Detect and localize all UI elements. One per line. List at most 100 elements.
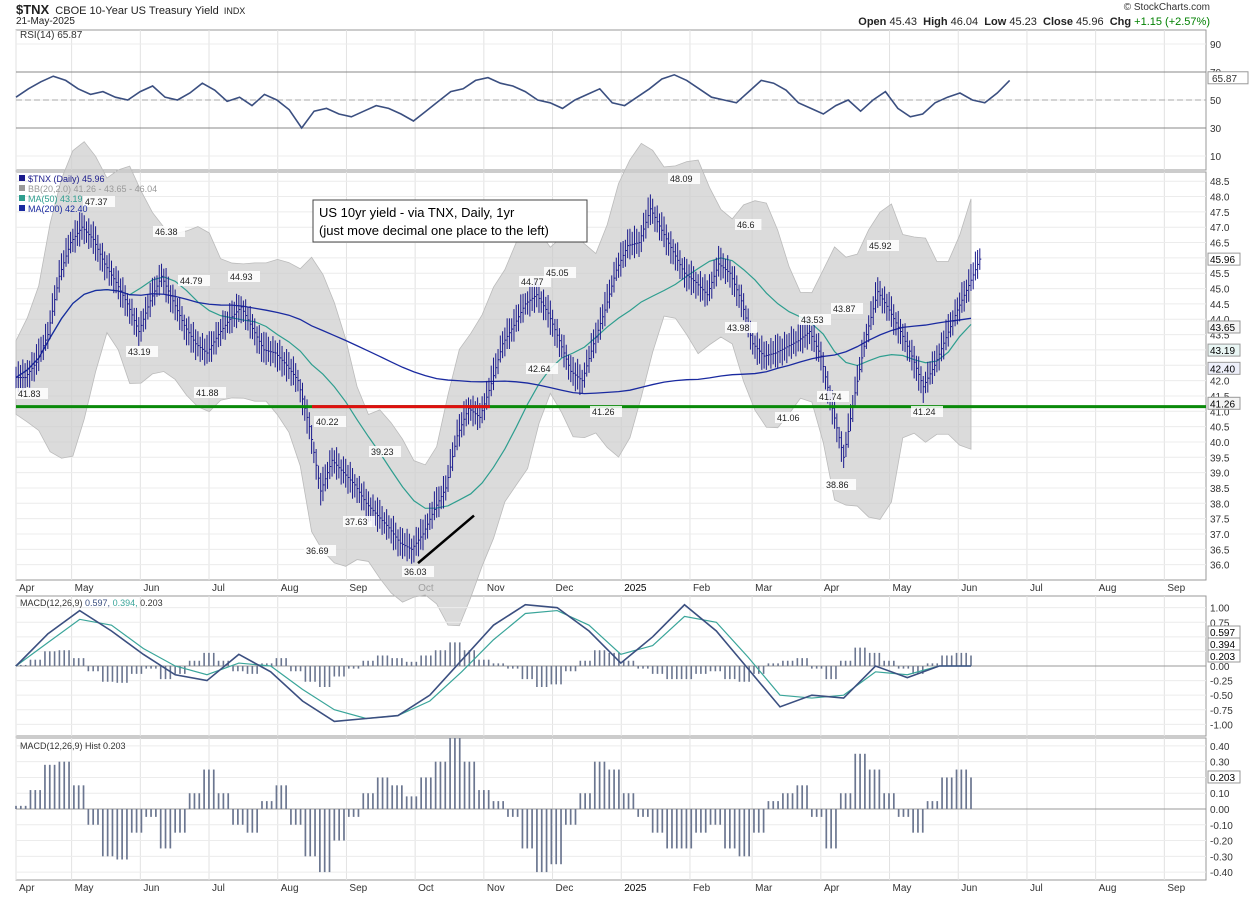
price-point-label: 44.93 — [230, 272, 253, 282]
price-point-label-bg — [314, 416, 346, 427]
price-y-tick-label: 37.0 — [1210, 530, 1230, 541]
price-legend-swatch — [19, 185, 25, 191]
chg-value: +1.15 (+2.57%) — [1134, 16, 1210, 28]
price-y-tick-label: 37.5 — [1210, 515, 1230, 526]
price-point-label-bg — [590, 406, 622, 417]
hist-x-tick-label: Dec — [556, 883, 574, 894]
price-y-tick-label: 36.5 — [1210, 545, 1230, 556]
price-point-label: 43.98 — [727, 323, 750, 333]
price-y-tick-label: 39.0 — [1210, 469, 1230, 480]
instrument-name: CBOE 10-Year US Treasury Yield — [55, 5, 219, 17]
price-point-label-bg — [867, 240, 899, 251]
hist-x-tick-label: Feb — [693, 883, 711, 894]
rsi-y-tick-label: 10 — [1210, 152, 1222, 163]
price-right-tag-label: 45.96 — [1210, 255, 1235, 266]
price-point-label-bg — [402, 566, 434, 577]
price-point-label-bg — [544, 267, 576, 278]
price-y-tick-label: 38.0 — [1210, 499, 1230, 510]
hist-last-value-label: 0.203 — [1210, 773, 1235, 784]
open-value: 45.43 — [889, 16, 917, 28]
price-y-tick-label: 45.5 — [1210, 269, 1230, 280]
price-right-tag — [1207, 252, 1241, 266]
price-x-tick-label: Sep — [349, 583, 367, 594]
hist-x-tick-label: May — [893, 883, 912, 894]
price-point-label-bg — [831, 303, 863, 314]
price-right-tag-label: 42.40 — [1210, 364, 1235, 375]
macd-right-tag-label: 0.394 — [1210, 640, 1235, 651]
price-point-label: 45.92 — [869, 241, 892, 251]
price-y-tick-label: 40.0 — [1210, 438, 1230, 449]
hist-x-tick-label: Sep — [1167, 883, 1185, 894]
price-right-tag — [1207, 396, 1241, 410]
macd-y-tick-label: -1.00 — [1210, 720, 1233, 731]
hist-y-tick-label: 0.10 — [1210, 789, 1230, 800]
close-value: 45.96 — [1076, 16, 1104, 28]
price-legend-entry: BB(20,2.0) 41.26 - 43.65 - 46.04 — [28, 184, 157, 194]
hist-last-value-box — [1207, 770, 1241, 784]
price-point-label-bg — [526, 363, 558, 374]
hist-y-tick-label: 0.40 — [1210, 742, 1230, 753]
annotation-box — [312, 199, 588, 243]
brand-link[interactable]: © StockCharts.com — [1123, 2, 1210, 13]
hist-x-tick-label: Jun — [143, 883, 159, 894]
price-point-label: 41.26 — [592, 407, 615, 417]
hist-x-tick-label: 2025 — [624, 883, 647, 894]
macd-legend-part: MACD(12,26,9) — [20, 598, 85, 608]
price-x-tick-label: May — [893, 583, 912, 594]
price-x-tick-label: Nov — [487, 583, 505, 594]
macd-legend-part: 0.203 — [140, 598, 163, 608]
macd-legend-part: 0.394, — [113, 598, 141, 608]
price-point-label: 44.77 — [521, 277, 544, 287]
price-point-label-bg — [178, 275, 210, 286]
chart-header: $TNX CBOE 10-Year US Treasury Yield INDX… — [16, 2, 1210, 28]
price-point-label-bg — [735, 219, 762, 230]
price-x-tick-label: Aug — [281, 583, 299, 594]
price-point-label: 42.64 — [528, 364, 551, 374]
hist-x-tick-label: Mar — [755, 883, 773, 894]
price-point-label: 47.37 — [85, 197, 108, 207]
hist-x-tick-label: Apr — [824, 883, 840, 894]
price-right-tag-label: 43.65 — [1210, 323, 1235, 334]
rsi-y-tick-label: 90 — [1210, 40, 1222, 51]
macd-y-tick-label: 1.00 — [1210, 604, 1230, 615]
price-point-label: 46.38 — [155, 227, 178, 237]
price-y-tick-label: 45.0 — [1210, 285, 1230, 296]
price-point-label: 48.09 — [670, 174, 693, 184]
price-x-tick-label: May — [75, 583, 94, 594]
macd-y-tick-label: -0.75 — [1210, 706, 1233, 717]
price-x-tick-label: Aug — [1099, 583, 1117, 594]
price-y-tick-label: 41.0 — [1210, 407, 1230, 418]
close-label: Close — [1043, 16, 1073, 28]
price-x-tick-label: Sep — [1167, 583, 1185, 594]
price-y-tick-label: 44.5 — [1210, 300, 1230, 311]
price-right-tag — [1207, 343, 1241, 357]
price-right-tag — [1207, 361, 1241, 375]
hist-x-tick-label: Nov — [487, 883, 505, 894]
price-x-tick-label: Apr — [824, 583, 840, 594]
hist-y-tick-label: -0.40 — [1210, 868, 1233, 879]
price-point-label-bg — [519, 276, 551, 287]
rsi-last-value-box — [1207, 71, 1249, 85]
rsi-last-value-label: 65.87 — [1212, 74, 1237, 85]
annotation-line-1: US 10yr yield - via TNX, Daily, 1yr — [319, 205, 515, 220]
price-x-tick-label: Apr — [19, 583, 35, 594]
hist-x-tick-label: Jul — [1030, 883, 1043, 894]
macd-right-tag-label: 0.203 — [1210, 652, 1235, 663]
rsi-y-tick-label: 30 — [1210, 124, 1222, 135]
macd-y-tick-label: -0.50 — [1210, 691, 1233, 702]
low-value: 45.23 — [1009, 16, 1037, 28]
price-point-label-bg — [824, 479, 856, 490]
rsi-y-tick-label: 50 — [1210, 96, 1222, 107]
price-point-label: 37.63 — [345, 517, 368, 527]
price-point-label-bg — [228, 271, 260, 282]
price-point-label: 45.05 — [546, 268, 569, 278]
hist-x-tick-label: Aug — [1099, 883, 1117, 894]
exchange: INDX — [223, 6, 246, 16]
price-legend-swatch — [19, 175, 25, 181]
macd-legend: MACD(12,26,9) 0.597, 0.394, 0.203 — [20, 598, 163, 608]
price-point-label-bg — [16, 388, 48, 399]
macd-right-tag — [1207, 649, 1241, 663]
hist-x-tick-label: May — [75, 883, 94, 894]
open-label: Open — [858, 16, 887, 28]
price-legend-swatch — [19, 205, 25, 211]
